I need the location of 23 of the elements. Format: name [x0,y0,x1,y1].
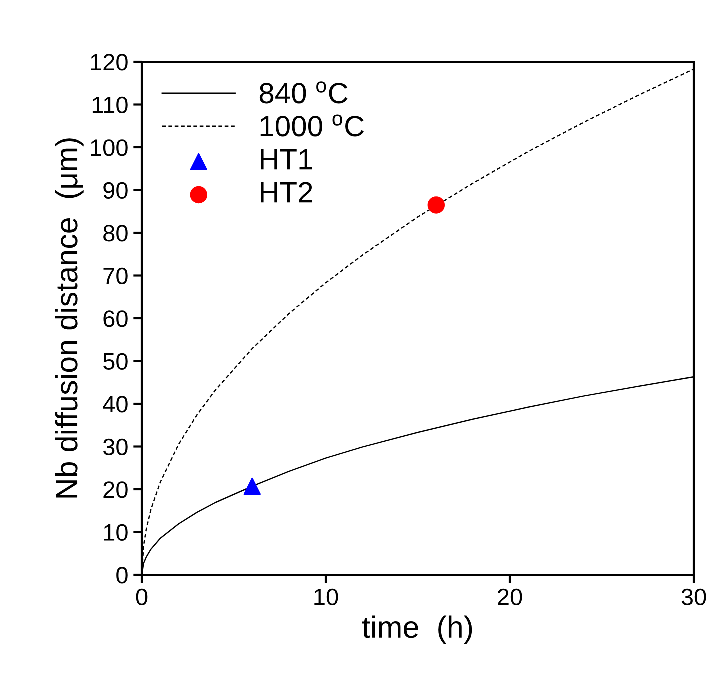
y-tick-label: 30 [103,438,128,456]
legend-label: HT2 [261,182,312,203]
y-tick-label: 20 [104,482,128,498]
y-tick-label: 40 [103,396,128,413]
y-tick-label: 110 [92,96,128,114]
y-tick-label: 90 [104,182,128,200]
y-tick-label: 100 [91,140,128,156]
x-tick-label: 20 [498,588,522,606]
x-tick-label: 10 [314,588,338,606]
y-tick-label: 60 [104,310,128,328]
y-tick-label: 10 [104,524,128,542]
y-tick-label: 50 [103,353,128,370]
x-tick-label: 30 [682,588,706,606]
y-tick-label: 80 [104,225,128,242]
y-tick-label: 0 [116,567,128,584]
legend-label: 1000 $^{o}$C [260,114,364,137]
y-tick-label: 120 [91,54,128,71]
x-axis-title: time (h) [362,616,472,644]
y-axis-title: Nb diffusion distance (μm) [55,138,84,498]
legend-label: HT1 [261,150,312,170]
x-tick-label: 0 [136,588,148,606]
y-tick-label: 70 [104,268,128,285]
legend-label: 840 $^{o}$C [260,82,348,104]
